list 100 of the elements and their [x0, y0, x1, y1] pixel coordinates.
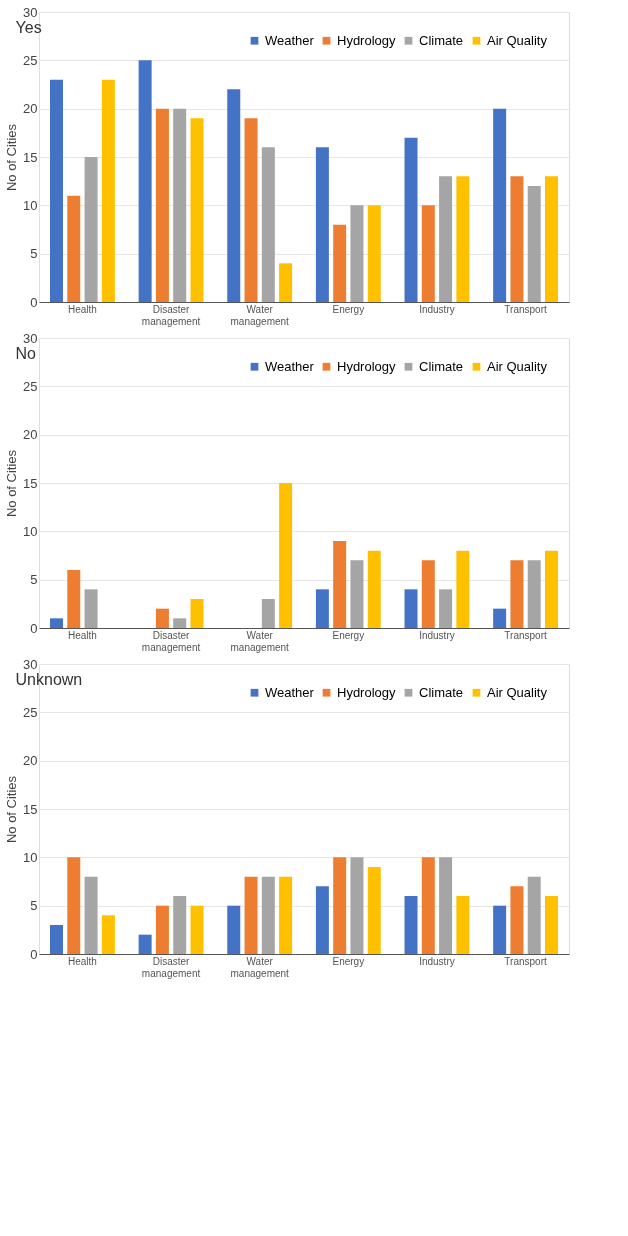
bar	[421, 560, 435, 628]
bar	[333, 857, 347, 954]
y-tick-label: 0	[30, 294, 38, 310]
bar	[279, 876, 293, 954]
bar	[279, 483, 293, 628]
legend-label: Hydrology	[337, 358, 397, 374]
bar	[190, 905, 204, 954]
bar	[261, 876, 275, 954]
bar	[404, 896, 418, 954]
y-tick-label: 30	[23, 4, 38, 20]
bar	[493, 108, 507, 302]
bar	[50, 618, 63, 628]
bar	[510, 886, 524, 954]
legend-label: Hydrology	[337, 32, 397, 48]
x-tick-label: Health	[67, 303, 97, 315]
legend-label: Climate	[419, 32, 464, 48]
y-axis-title: No of Cities	[4, 775, 20, 844]
bar	[279, 263, 293, 302]
bar	[261, 599, 275, 628]
chart-title: Unknown	[15, 671, 83, 688]
x-tick-label: Energy	[332, 629, 365, 641]
y-tick-label: 20	[23, 427, 38, 443]
x-tick-label: Industry	[419, 955, 455, 967]
bar	[67, 195, 81, 302]
chart-title: No	[15, 345, 37, 362]
bar	[527, 186, 541, 302]
bar	[138, 934, 152, 954]
bar	[138, 60, 152, 302]
bar	[50, 79, 63, 302]
bar	[315, 147, 329, 302]
bar	[404, 589, 418, 628]
bar	[439, 589, 453, 628]
bar	[367, 205, 381, 302]
x-tick-label: Water management	[230, 955, 290, 979]
y-tick-label: 30	[23, 330, 38, 346]
bar	[244, 118, 258, 302]
bar	[50, 925, 63, 954]
bar	[367, 550, 381, 628]
bar	[456, 176, 470, 302]
bar	[350, 857, 364, 954]
legend-label: Climate	[419, 358, 464, 374]
bar	[333, 224, 347, 302]
x-tick-label: Disaster management	[141, 955, 201, 979]
x-tick-label: Industry	[419, 303, 455, 315]
y-tick-label: 25	[23, 52, 38, 68]
bar	[545, 896, 558, 954]
legend-label: Air Quality	[487, 684, 548, 700]
bar	[510, 560, 524, 628]
bar	[101, 915, 115, 954]
x-tick-label: Transport	[504, 303, 547, 315]
bar	[67, 570, 81, 628]
bar	[173, 618, 187, 628]
bar	[190, 599, 204, 628]
y-tick-label: 20	[23, 753, 38, 769]
y-tick-label: 15	[23, 475, 38, 491]
bar	[350, 205, 364, 302]
bar	[456, 550, 470, 628]
bar	[173, 896, 187, 954]
bar	[367, 867, 381, 954]
x-tick-label: Disaster management	[141, 303, 201, 327]
bar	[227, 905, 241, 954]
y-tick-label: 0	[30, 946, 38, 962]
bar	[333, 541, 347, 628]
x-tick-label: Health	[67, 629, 97, 641]
x-tick-label: Water management	[230, 303, 290, 327]
y-tick-label: 30	[23, 656, 38, 672]
bar	[190, 118, 204, 302]
bar	[493, 905, 507, 954]
y-tick-label: 15	[23, 801, 38, 817]
bar	[84, 157, 98, 302]
y-tick-label: 20	[23, 101, 38, 117]
y-tick-label: 0	[30, 620, 38, 636]
chart-title: Yes	[15, 19, 42, 36]
bar	[527, 876, 541, 954]
bar	[101, 79, 115, 302]
bar	[493, 608, 507, 628]
y-axis-title: No of Cities	[4, 123, 20, 192]
y-tick-label: 25	[23, 704, 38, 720]
bar	[84, 876, 98, 954]
bar	[244, 876, 258, 954]
bar	[261, 147, 275, 302]
bar	[545, 550, 558, 628]
legend-label: Weather	[265, 358, 315, 374]
y-tick-label: 5	[30, 246, 38, 262]
bar	[315, 886, 329, 954]
y-tick-label: 25	[23, 378, 38, 394]
y-tick-label: 10	[23, 523, 38, 539]
bar	[315, 589, 329, 628]
bar	[155, 905, 169, 954]
y-tick-label: 15	[23, 149, 38, 165]
bar	[84, 589, 98, 628]
legend-label: Weather	[265, 684, 315, 700]
y-tick-label: 5	[30, 898, 38, 914]
bar	[173, 108, 187, 302]
bar	[421, 205, 435, 302]
bar	[155, 108, 169, 302]
legend-label: Hydrology	[337, 684, 397, 700]
legend-label: Air Quality	[487, 32, 548, 48]
x-tick-label: Industry	[419, 629, 455, 641]
legend-label: Climate	[419, 684, 464, 700]
